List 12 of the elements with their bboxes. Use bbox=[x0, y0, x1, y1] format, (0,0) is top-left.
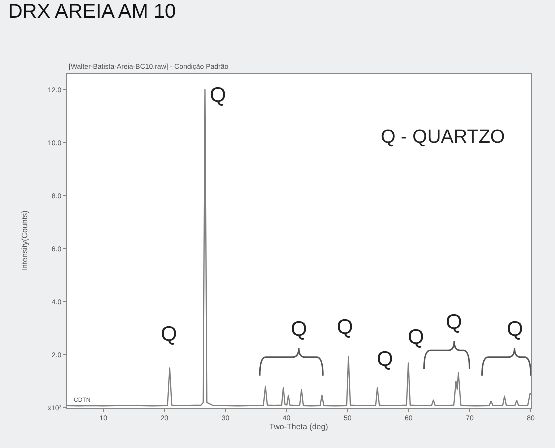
annotation: Q bbox=[408, 326, 424, 349]
annotation: Q bbox=[446, 311, 462, 334]
annotation: Q bbox=[210, 84, 226, 107]
annotation: Q bbox=[377, 348, 394, 371]
x-axis-title: Two-Theta (deg) bbox=[270, 422, 329, 432]
annotation: Q - QUARTZO bbox=[381, 127, 506, 148]
annotation: Q bbox=[161, 323, 178, 346]
chart-title: DRX AREIA AM 10 bbox=[8, 1, 176, 23]
annotation: Q bbox=[291, 318, 308, 341]
annotation: Q bbox=[507, 318, 524, 341]
annotation: Q bbox=[337, 316, 354, 339]
y-axis-title: Intensity(Counts) bbox=[20, 210, 30, 272]
